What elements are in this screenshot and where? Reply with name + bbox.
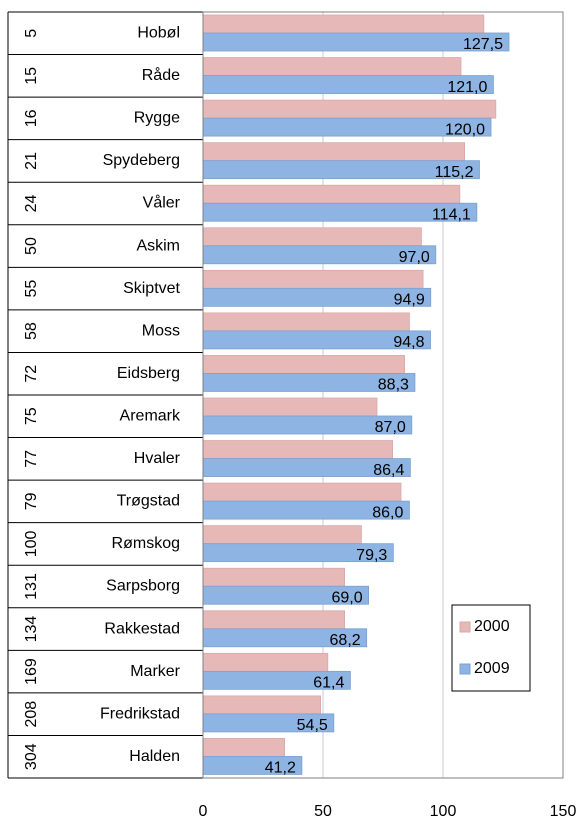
value-label: 115,2 <box>435 164 474 181</box>
category-label: Rømskog <box>112 535 180 552</box>
legend-swatch <box>459 663 471 675</box>
category-label: Våler <box>143 194 181 212</box>
rank-label: 169 <box>23 658 40 685</box>
value-label: 94,9 <box>394 292 425 309</box>
value-label: 79,3 <box>356 547 387 564</box>
category-label: Halden <box>129 748 180 765</box>
bar <box>202 440 394 459</box>
bar <box>202 184 461 204</box>
rank-label: 131 <box>23 573 40 600</box>
legend-swatch <box>459 621 471 633</box>
bar <box>202 397 378 417</box>
category-label: Hobøl <box>137 24 180 41</box>
rank-label: 21 <box>23 152 40 170</box>
category-label: Eidsberg <box>117 365 180 382</box>
value-label: 97,0 <box>399 249 430 266</box>
bar <box>202 312 410 332</box>
rank-label: 15 <box>23 67 40 85</box>
bar <box>202 269 424 289</box>
rank-label: 79 <box>23 492 40 510</box>
legend-label: 2000 <box>474 618 510 635</box>
category-label: Marker <box>130 663 180 680</box>
bar <box>202 525 362 545</box>
value-label: 68,2 <box>330 632 361 649</box>
category-label: Spydeberg <box>103 152 180 169</box>
category-label: Sarpsborg <box>106 578 180 595</box>
x-tick-label: 50 <box>314 803 332 820</box>
category-label: Rakkestad <box>104 620 180 637</box>
rank-label: 50 <box>23 237 40 255</box>
x-tick-label: 0 <box>199 803 208 820</box>
bar <box>202 695 321 715</box>
bar <box>202 227 422 247</box>
x-tick-label: 100 <box>430 803 457 820</box>
value-label: 121,0 <box>447 79 487 96</box>
category-label: Hvaler <box>134 450 181 467</box>
category-label: Trøgstad <box>117 493 180 510</box>
rank-label: 208 <box>23 701 40 728</box>
category-label: Skiptvet <box>123 280 180 297</box>
value-label: 114,1 <box>432 206 471 223</box>
category-label: Fredrikstad <box>100 705 180 722</box>
value-label: 54,5 <box>297 717 328 734</box>
category-label: Råde <box>142 66 180 84</box>
value-label: 61,4 <box>313 675 344 692</box>
category-label: Aremark <box>120 407 181 424</box>
rank-label: 24 <box>23 195 40 213</box>
value-label: 86,4 <box>373 462 404 479</box>
category-label: Moss <box>142 322 180 339</box>
bar <box>202 14 485 34</box>
bar <box>202 355 406 374</box>
rank-label: 58 <box>23 322 40 340</box>
category-label: Rygge <box>134 110 180 127</box>
value-label: 127,5 <box>463 36 503 53</box>
value-label: 94,8 <box>393 334 424 351</box>
rank-label: 75 <box>23 407 40 425</box>
rank-label: 134 <box>23 616 40 643</box>
value-label: 87,0 <box>375 419 406 436</box>
rank-label: 16 <box>23 109 40 127</box>
value-label: 120,0 <box>445 121 485 138</box>
legend-label: 2009 <box>474 660 510 677</box>
value-label: 69,0 <box>331 589 362 606</box>
category-label: Askim <box>136 237 180 254</box>
bar <box>202 652 329 672</box>
value-label: 41,2 <box>265 760 296 777</box>
rank-label: 72 <box>23 365 40 383</box>
bar <box>202 738 285 757</box>
bar <box>202 482 402 502</box>
bar <box>202 567 346 587</box>
rank-label: 77 <box>23 450 40 468</box>
bar <box>202 57 462 76</box>
value-label: 88,3 <box>378 377 409 394</box>
x-tick-label: 150 <box>550 803 577 820</box>
bar <box>202 99 497 119</box>
rank-label: 100 <box>23 530 40 557</box>
rank-label: 5 <box>23 29 40 38</box>
bar <box>202 142 466 162</box>
bar <box>202 610 346 630</box>
legend-box <box>451 604 531 692</box>
value-label: 86,0 <box>372 504 403 521</box>
rank-label: 55 <box>23 280 40 298</box>
rank-label: 304 <box>23 743 40 770</box>
plot-border <box>202 11 564 779</box>
